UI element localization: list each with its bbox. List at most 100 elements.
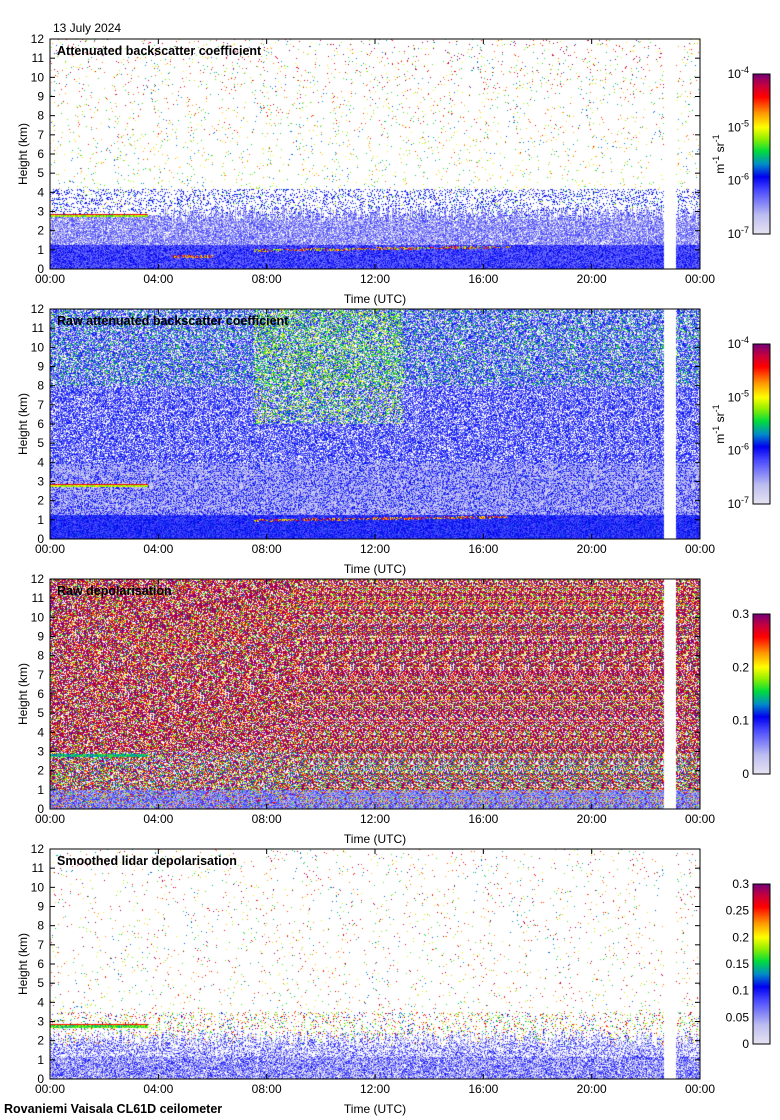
unit-part: -1 <box>711 404 721 412</box>
y-tick-label: 4 <box>37 725 44 739</box>
y-tick-label: 9 <box>37 360 44 374</box>
y-tick-label: 12 <box>31 32 45 46</box>
y-tick-label: 5 <box>37 706 44 720</box>
y-tick-label: 7 <box>37 128 44 142</box>
y-tick-label: 6 <box>37 957 44 971</box>
x-tick-label: 16:00 <box>468 542 498 556</box>
y-tick-label: 3 <box>37 745 44 759</box>
y-tick-label: 12 <box>31 572 45 586</box>
unit-part: -1 <box>711 134 721 142</box>
y-axis-label: Height (km) <box>16 123 30 185</box>
y-tick-label: 5 <box>37 976 44 990</box>
colorbar-tick-label: 0.2 <box>732 660 749 674</box>
y-tick-label: 1 <box>37 783 44 797</box>
y-tick-label: 11 <box>32 51 45 65</box>
x-tick-label: 16:00 <box>468 812 498 826</box>
unit-part: m <box>713 434 727 444</box>
y-tick-label: 7 <box>37 668 44 682</box>
y-tick-label: 3 <box>37 475 44 489</box>
x-tick-label: 08:00 <box>252 1082 282 1096</box>
unit-part: sr <box>713 142 727 155</box>
panel-2: Raw attenuated backscatter coefficient00… <box>16 302 771 576</box>
tick-base: 10 <box>728 337 742 351</box>
colorbar-tick-label: 10-7 <box>728 495 749 511</box>
y-tick-label: 4 <box>37 185 44 199</box>
colorbar-frame <box>752 343 771 505</box>
colorbar: 10-710-610-510-4m-1 sr-1 <box>711 335 771 511</box>
colorbar-tick-label: 0.3 <box>732 607 749 621</box>
panel-title: Raw attenuated backscatter coefficient <box>57 314 289 328</box>
tick-exponent: -4 <box>741 335 749 345</box>
x-tick-label: 00:00 <box>35 812 65 826</box>
x-tick-label: 00:00 <box>35 272 65 286</box>
x-tick-label: 04:00 <box>143 272 173 286</box>
y-tick-label: 0 <box>37 532 44 546</box>
tick-base: 10 <box>728 174 742 188</box>
y-tick-label: 9 <box>37 900 44 914</box>
y-tick-label: 2 <box>37 494 44 508</box>
y-tick-label: 0 <box>37 802 44 816</box>
y-tick-label: 2 <box>37 764 44 778</box>
y-axis-label: Height (km) <box>16 933 30 995</box>
x-tick-label: 20:00 <box>577 542 607 556</box>
plot-frame <box>49 38 701 270</box>
x-tick-label: 20:00 <box>577 1082 607 1096</box>
y-tick-label: 3 <box>37 1015 44 1029</box>
unit-part: m <box>713 164 727 174</box>
y-tick-label: 8 <box>37 649 44 663</box>
y-tick-label: 10 <box>31 70 45 84</box>
y-tick-label: 10 <box>31 340 45 354</box>
tick-base: 10 <box>728 67 742 81</box>
tick-base: 10 <box>728 227 742 241</box>
colorbar-tick-label: 0.2 <box>732 930 749 944</box>
colorbar: 0 0.1 0.2 0.3 <box>732 607 771 781</box>
tick-exponent: -6 <box>741 442 749 452</box>
y-tick-label: 10 <box>31 880 45 894</box>
y-tick-label: 9 <box>37 630 44 644</box>
tick-exponent: -4 <box>741 65 749 75</box>
panel-title: Attenuated backscatter coefficient <box>57 44 262 58</box>
colorbar-tick-label: 0.05 <box>726 1010 750 1024</box>
x-tick-label: 00:00 <box>35 542 65 556</box>
y-tick-label: 2 <box>37 1034 44 1048</box>
tick-base: 10 <box>728 444 742 458</box>
colorbar-tick-label: 10-7 <box>728 225 749 241</box>
x-tick-label: 00:00 <box>685 812 715 826</box>
tick-exponent: -5 <box>741 118 749 128</box>
y-tick-label: 0 <box>37 262 44 276</box>
plot-frame <box>49 578 701 810</box>
colorbar-tick-label: 0.1 <box>732 714 749 728</box>
y-tick-label: 8 <box>37 109 44 123</box>
unit-part: -1 <box>711 426 721 434</box>
x-tick-label: 12:00 <box>360 1082 390 1096</box>
tick-base: 10 <box>728 497 742 511</box>
x-tick-label: 00:00 <box>685 542 715 556</box>
x-tick-label: 12:00 <box>360 542 390 556</box>
tick-exponent: -5 <box>741 388 749 398</box>
y-tick-label: 10 <box>31 610 45 624</box>
x-tick-label: 08:00 <box>252 272 282 286</box>
colorbar-tick-label: 10-6 <box>728 442 749 458</box>
x-tick-label: 04:00 <box>143 542 173 556</box>
panel-title: Smoothed lidar depolarisation <box>57 854 237 868</box>
colorbar-tick-label: 0 <box>742 767 749 781</box>
x-tick-label: 00:00 <box>685 1082 715 1096</box>
y-tick-label: 11 <box>32 591 45 605</box>
y-axis-label: Height (km) <box>16 393 30 455</box>
y-tick-label: 2 <box>37 224 44 238</box>
x-axis-label: Time (UTC) <box>344 1102 406 1116</box>
y-tick-label: 11 <box>32 861 45 875</box>
y-axis-label: Height (km) <box>16 663 30 725</box>
instrument-footer: Rovaniemi Vaisala CL61D ceilometer <box>4 1102 222 1116</box>
y-tick-label: 8 <box>37 919 44 933</box>
x-tick-label: 16:00 <box>468 1082 498 1096</box>
y-tick-label: 7 <box>37 938 44 952</box>
x-tick-label: 00:00 <box>685 272 715 286</box>
y-tick-label: 8 <box>37 379 44 393</box>
colorbar-tick-label: 10-5 <box>728 388 749 404</box>
x-tick-label: 12:00 <box>360 812 390 826</box>
